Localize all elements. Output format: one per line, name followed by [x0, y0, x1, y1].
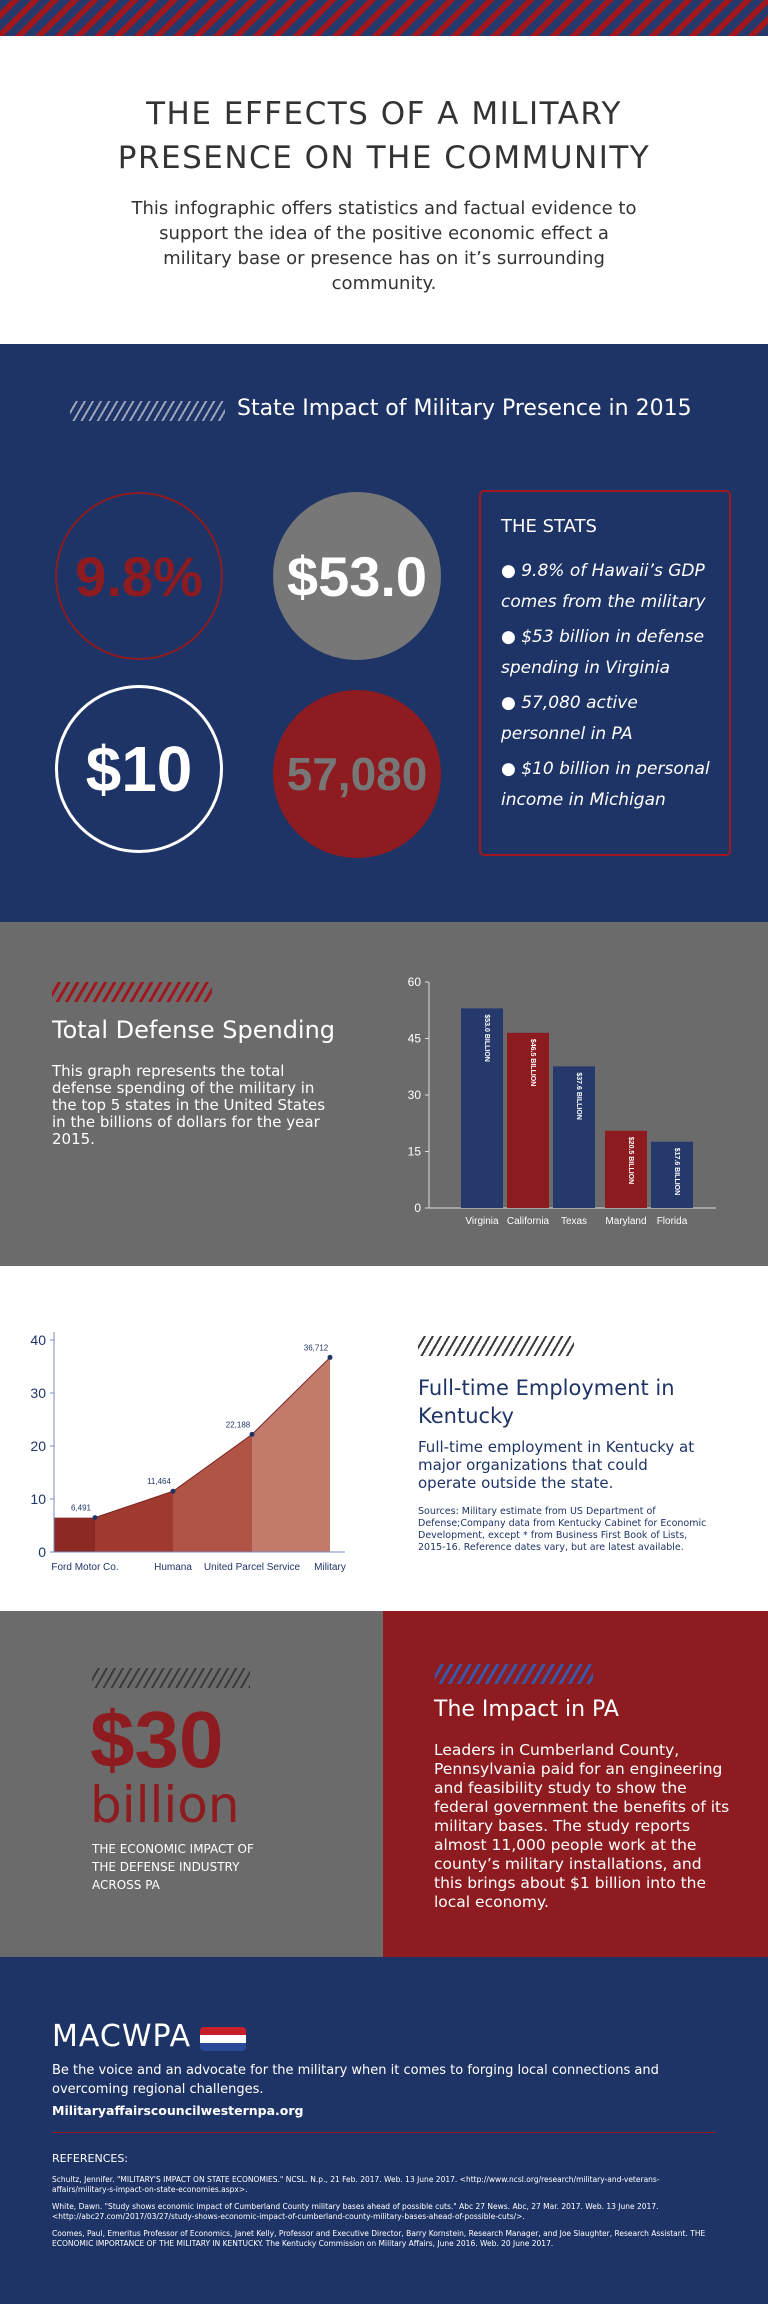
stat-circle: $53.0 — [273, 492, 441, 660]
stats-box: THE STATS ● 9.8% of Hawaii’s GDP comes f… — [479, 490, 731, 856]
x-tick-label: Maryland — [605, 1216, 646, 1227]
section-text: This graph represents the total defense … — [52, 1062, 326, 1148]
value-label: $20.5 BILLION — [627, 1137, 634, 1184]
x-tick-label: United Parcel Service — [204, 1562, 301, 1573]
x-tick-label: Virginia — [465, 1216, 499, 1227]
hatch — [52, 982, 212, 1002]
value-label: $53.0 BILLION — [483, 1014, 490, 1061]
y-tick-label: 10 — [30, 1491, 46, 1507]
point — [170, 1488, 176, 1494]
area-segment — [95, 1491, 173, 1552]
value-label: $46.5 BILLION — [529, 1039, 536, 1086]
x-tick-label: Humana — [154, 1562, 192, 1573]
top-stripe — [0, 0, 768, 36]
point — [249, 1431, 255, 1437]
stat-circle: 57,080 — [273, 690, 441, 858]
bar-chart: 0 15 30 45 60 Virginia $53.0 BILLION California… — [408, 975, 716, 1227]
pa-unit: billion — [90, 1776, 240, 1834]
hatch — [418, 1336, 574, 1356]
hatch — [70, 401, 225, 421]
defense-section: Total Defense Spending This graph repres… — [0, 922, 768, 1266]
section-title: The Impact in PA — [434, 1697, 619, 1722]
bar — [605, 1130, 647, 1208]
y-tick-label: 30 — [30, 1385, 46, 1401]
y-tick-label: 0 — [38, 1544, 46, 1560]
y-tick-label: 40 — [30, 1332, 46, 1348]
sources: Sources: Military estimate from US Depar… — [418, 1506, 707, 1553]
bar — [461, 1008, 503, 1208]
reference: White, Dawn. "Study shows economic impac… — [52, 2202, 659, 2221]
pa-section: $30 billion THE ECONOMIC IMPACT OF THE D… — [0, 1611, 768, 1957]
section-text: Leaders in Cumberland County, Pennsylvan… — [434, 1741, 730, 1911]
references-title: REFERENCES: — [52, 2152, 129, 2165]
stat-item: ● 57,080 active personnel in PA — [501, 693, 638, 744]
value-label: $37.6 BILLION — [575, 1072, 582, 1119]
state-impact-section: State Impact of Military Presence in 201… — [0, 344, 768, 922]
x-tick-label: Ford Motor Co. — [51, 1562, 118, 1573]
value-label: 6,491 — [71, 1504, 92, 1513]
value-label: 11,464 — [147, 1477, 171, 1486]
section-text: Full-time employment in Kentucky at majo… — [418, 1438, 695, 1492]
y-tick-label: 20 — [30, 1438, 46, 1454]
x-tick-label: Texas — [561, 1216, 587, 1227]
stat-item: ● $53 billion in defense spending in Vir… — [501, 627, 705, 678]
pa-amount: $30 — [90, 1695, 224, 1784]
stat-item: ● $10 billion in personal income in Mich… — [501, 759, 710, 810]
footer: MACWPA Be the voice and an advocate for … — [0, 1957, 768, 2304]
y-tick-label: 15 — [408, 1145, 422, 1159]
value-label: 36,712 — [304, 1343, 329, 1352]
area-line — [94, 1357, 331, 1519]
x-tick-label: Florida — [657, 1216, 688, 1227]
url: Militaryaffairscouncilwesternpa.org — [52, 2103, 304, 2118]
intro-text: This infographic offers statistics and f… — [131, 198, 637, 294]
point — [327, 1354, 333, 1360]
value-label: 22,188 — [226, 1420, 251, 1429]
y-tick-label: 0 — [414, 1201, 421, 1215]
stat-circle: 9.8% — [55, 492, 223, 660]
logo-flag — [200, 2027, 246, 2051]
section-title: Total Defense Spending — [52, 1016, 336, 1044]
x-tick-label: California — [507, 1216, 550, 1227]
x-tick-label: Military — [314, 1562, 346, 1573]
area-segment — [54, 1517, 95, 1552]
hatch — [92, 1668, 250, 1688]
tagline: Be the voice and an advocate for the mil… — [52, 2063, 659, 2097]
value-label: $17.6 BILLION — [673, 1148, 680, 1195]
point — [92, 1515, 98, 1521]
stat-circle: $10 — [55, 685, 223, 853]
y-tick-label: 30 — [408, 1088, 422, 1102]
area-chart: 0 10 20 30 40 6,491 Ford Motor Co. 11,464 Humana… — [30, 1332, 346, 1573]
area-segment — [173, 1434, 252, 1552]
reference: Schultz, Jennifer. "MILITARY'S IMPACT ON… — [52, 2175, 660, 2194]
stats-title: THE STATS — [501, 516, 597, 537]
bar — [507, 1032, 549, 1208]
stats-list: ● 9.8% of Hawaii’s GDP comes from the mi… — [501, 556, 711, 820]
page-title: THE EFFECTS OF A MILITARY PRESENCE ON TH… — [117, 96, 651, 176]
hatch — [435, 1664, 593, 1684]
y-tick-label: 45 — [408, 1032, 422, 1046]
logo: MACWPA — [52, 2019, 192, 2054]
y-tick-label: 60 — [408, 975, 422, 989]
section-heading: State Impact of Military Presence in 201… — [237, 396, 692, 421]
area-segment — [252, 1357, 330, 1552]
divider — [52, 2132, 716, 2133]
references: Schultz, Jennifer. "MILITARY'S IMPACT ON… — [52, 2175, 716, 2256]
bar — [651, 1141, 693, 1208]
employment-section: 0 10 20 30 40 6,491 Ford Motor Co. 11,464 Humana… — [0, 1266, 768, 1611]
reference: Coomes, Paul, Emeritus Professor of Econ… — [52, 2229, 706, 2248]
pa-caption: THE ECONOMIC IMPACT OF THE DEFENSE INDUS… — [92, 1842, 254, 1892]
bar — [553, 1066, 595, 1208]
stat-item: ● 9.8% of Hawaii’s GDP comes from the mi… — [501, 561, 706, 612]
section-title: Full-time Employment in Kentucky — [418, 1376, 675, 1428]
